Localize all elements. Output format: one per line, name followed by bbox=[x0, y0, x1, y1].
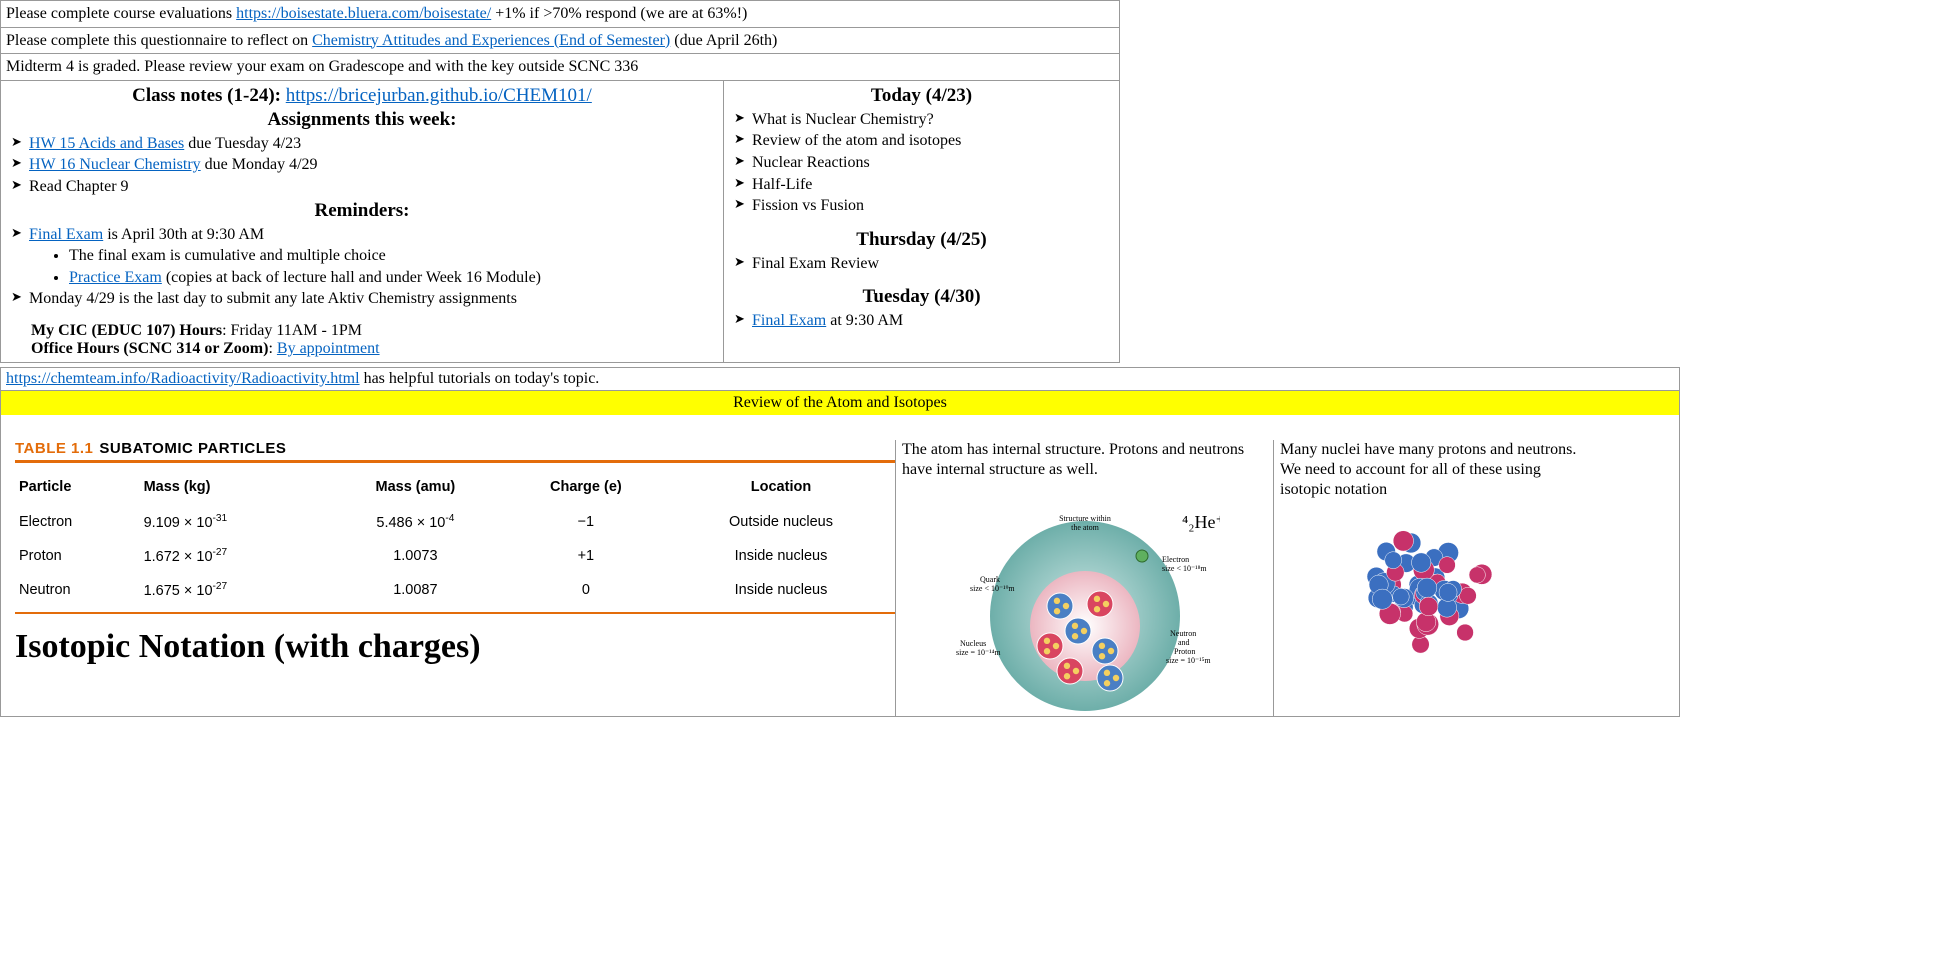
svg-text:Nucleus: Nucleus bbox=[960, 639, 986, 648]
announcement-3: Midterm 4 is graded. Please review your … bbox=[0, 54, 1120, 81]
announcement-1: Please complete course evaluations https… bbox=[0, 0, 1120, 28]
survey-link[interactable]: Chemistry Attitudes and Experiences (End… bbox=[312, 32, 670, 49]
announcement-2: Please complete this questionnaire to re… bbox=[0, 28, 1120, 55]
svg-text:⁴₂He⁺: ⁴₂He⁺ bbox=[1182, 512, 1220, 532]
svg-text:and: and bbox=[1178, 638, 1190, 647]
svg-text:size = 10⁻¹⁴m: size = 10⁻¹⁴m bbox=[956, 648, 1001, 657]
tuesday-title: Tuesday (4/30) bbox=[732, 286, 1111, 308]
final-note-1: The final exam is cumulative and multipl… bbox=[69, 245, 715, 267]
list-item: Final Exam Review bbox=[732, 253, 1111, 275]
svg-text:size < 10⁻¹⁸m: size < 10⁻¹⁸m bbox=[1162, 564, 1207, 573]
hw16-link[interactable]: HW 16 Nuclear Chemistry bbox=[29, 156, 201, 173]
svg-text:p: p bbox=[1480, 584, 1486, 595]
hw16-item: HW 16 Nuclear Chemistry due Monday 4/29 bbox=[9, 154, 715, 176]
table-caption: TABLE 1.1SUBATOMIC PARTICLES bbox=[15, 440, 895, 457]
tutorial-row: https://chemteam.info/Radioactivity/Radi… bbox=[0, 367, 1680, 391]
final-exam-item: Final Exam is April 30th at 9:30 AM The … bbox=[9, 224, 715, 289]
hw15-link[interactable]: HW 15 Acids and Bases bbox=[29, 135, 184, 152]
thursday-title: Thursday (4/25) bbox=[732, 229, 1111, 251]
nucleus-diagram: n p bbox=[1280, 500, 1540, 660]
svg-text:Neutron: Neutron bbox=[1170, 629, 1196, 638]
practice-exam-link[interactable]: Practice Exam bbox=[69, 269, 162, 286]
practice-exam-item: Practice Exam (copies at back of lecture… bbox=[69, 267, 715, 289]
today-title: Today (4/23) bbox=[732, 85, 1111, 107]
office-hours: Office Hours (SCNC 314 or Zoom): By appo… bbox=[31, 340, 715, 358]
list-item: Half-Life bbox=[732, 174, 1111, 196]
eval-link[interactable]: https://boisestate.bluera.com/boisestate… bbox=[236, 5, 491, 22]
appointment-link[interactable]: By appointment bbox=[277, 340, 380, 357]
atom-structure-diagram: Structure within the atom Electron size … bbox=[950, 486, 1220, 716]
atom-structure-zone: The atom has internal structure. Protons… bbox=[895, 440, 1273, 716]
final-exam-link-2[interactable]: Final Exam bbox=[752, 312, 826, 329]
subatomic-table: ParticleMass (kg)Mass (amu)Charge (e)Loc… bbox=[15, 473, 895, 606]
reminders-title: Reminders: bbox=[9, 200, 715, 222]
final-exam-link[interactable]: Final Exam bbox=[29, 226, 103, 243]
list-item: Fission vs Fusion bbox=[732, 195, 1111, 217]
svg-text:Proton: Proton bbox=[1174, 647, 1195, 656]
late-item: Monday 4/29 is the last day to submit an… bbox=[9, 288, 715, 310]
svg-text:size < 10⁻¹⁹m: size < 10⁻¹⁹m bbox=[970, 584, 1015, 593]
cic-hours: My CIC (EDUC 107) Hours: Friday 11AM - 1… bbox=[31, 322, 715, 340]
svg-text:size = 10⁻¹⁵m: size = 10⁻¹⁵m bbox=[1166, 656, 1211, 665]
class-notes-link[interactable]: https://bricejurban.github.io/CHEM101/ bbox=[286, 85, 592, 106]
svg-text:the atom: the atom bbox=[1071, 523, 1100, 532]
chemteam-link[interactable]: https://chemteam.info/Radioactivity/Radi… bbox=[6, 370, 360, 387]
svg-text:Structure within: Structure within bbox=[1059, 514, 1111, 523]
isotopic-heading: Isotopic Notation (with charges) bbox=[15, 628, 895, 666]
final-exam-schedule: Final Exam at 9:30 AM bbox=[732, 310, 1111, 332]
right-column: Today (4/23) What is Nuclear Chemistry?R… bbox=[724, 81, 1119, 362]
assignments-title: Assignments this week: bbox=[9, 109, 715, 131]
list-item: Review of the atom and isotopes bbox=[732, 130, 1111, 152]
read-item: Read Chapter 9 bbox=[9, 176, 715, 198]
nucleus-zone: Many nuclei have many protons and neutro… bbox=[1273, 440, 1665, 716]
svg-text:Quark: Quark bbox=[980, 575, 1000, 584]
table-zone: TABLE 1.1SUBATOMIC PARTICLES ParticleMas… bbox=[15, 440, 895, 716]
left-column: Class notes (1-24): https://bricejurban.… bbox=[1, 81, 724, 362]
svg-text:Electron: Electron bbox=[1162, 555, 1189, 564]
svg-text:n: n bbox=[1498, 547, 1504, 558]
section-title-bar: Review of the Atom and Isotopes bbox=[0, 391, 1680, 415]
list-item: What is Nuclear Chemistry? bbox=[732, 109, 1111, 131]
hw15-item: HW 15 Acids and Bases due Tuesday 4/23 bbox=[9, 133, 715, 155]
class-notes-title: Class notes (1-24): https://bricejurban.… bbox=[9, 85, 715, 107]
list-item: Nuclear Reactions bbox=[732, 152, 1111, 174]
